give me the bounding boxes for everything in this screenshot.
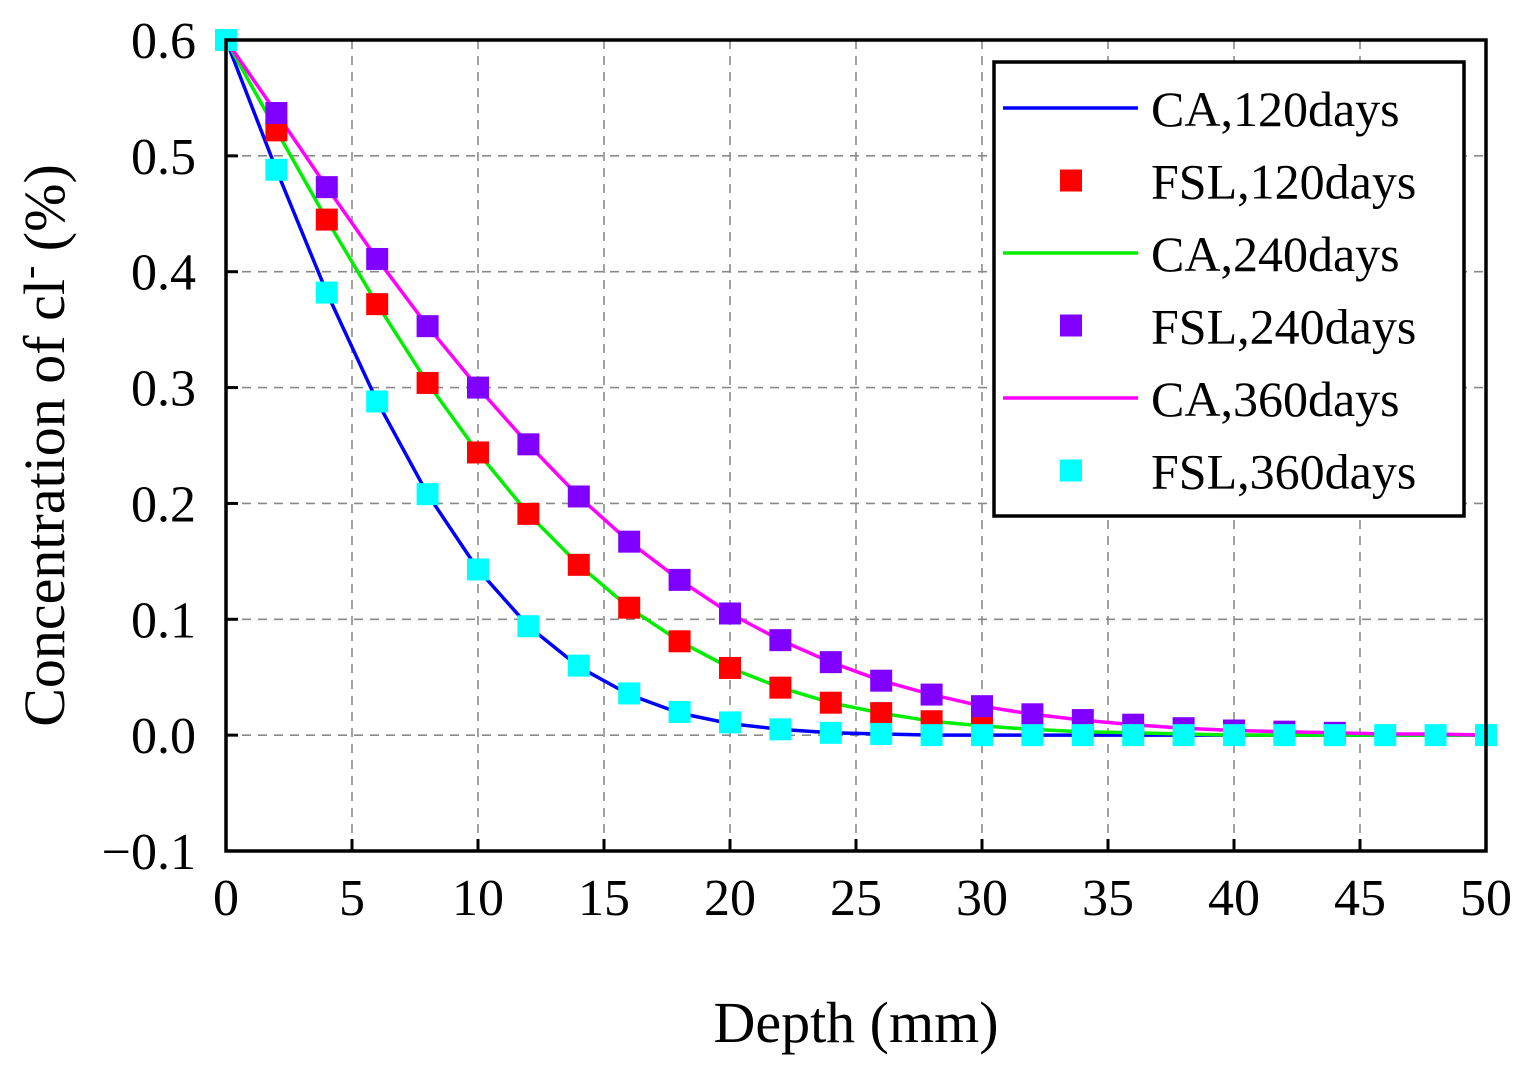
marker-fsl-120days-8 <box>668 630 691 653</box>
marker-fsl-120days-10 <box>769 676 792 699</box>
marker-fsl-240days-4 <box>467 376 489 399</box>
legend-box <box>992 60 1466 518</box>
legend-label-fsl-360days: FSL,360days <box>1151 444 1416 500</box>
y-axis-title-main: Concentration of cl <box>12 279 77 727</box>
marker-fsl-360days-22 <box>1323 724 1346 747</box>
x-tick-label-15: 15 <box>578 870 630 927</box>
y-tick-label-0-0: 0.0 <box>131 708 196 765</box>
marker-fsl-360days-21 <box>1273 724 1296 747</box>
x-tick-label-5: 5 <box>339 870 365 927</box>
y-tick-label-0-4: 0.4 <box>131 245 196 302</box>
marker-fsl-240days-9 <box>719 602 741 625</box>
marker-fsl-120days-9 <box>719 656 741 679</box>
marker-fsl-120days-3 <box>416 371 439 394</box>
x-tick-label-50: 50 <box>1460 870 1512 927</box>
marker-fsl-120days-5 <box>517 502 540 525</box>
marker-fsl-120days-0 <box>265 119 288 142</box>
marker-fsl-360days-8 <box>618 682 641 705</box>
x-tick-label-25: 25 <box>830 870 882 927</box>
marker-fsl-360days-4 <box>416 483 439 506</box>
marker-fsl-240days-1 <box>315 176 338 199</box>
legend: CA,120days FSL,120days CA,240days FSL,240da… <box>992 60 1466 518</box>
marker-fsl-360days-3 <box>366 390 389 413</box>
y-tick-label-0-3: 0.3 <box>131 361 196 418</box>
marker-fsl-360days-7 <box>567 654 590 677</box>
x-axis-title: Depth (mm) <box>713 990 998 1055</box>
marker-fsl-240days-14 <box>971 695 993 718</box>
marker-fsl-120days-6 <box>567 553 590 576</box>
legend-swatch-fsl-240days <box>1060 314 1082 337</box>
marker-fsl-360days-14 <box>920 724 943 747</box>
x-tick-labels: 0 5 10 15 20 25 30 35 40 45 50 <box>213 870 1512 927</box>
x-tick-label-0: 0 <box>213 870 239 927</box>
marker-fsl-240days-13 <box>920 683 943 706</box>
marker-fsl-120days-7 <box>618 596 641 619</box>
marker-fsl-360days-10 <box>719 711 741 734</box>
marker-fsl-240days-2 <box>366 247 389 270</box>
x-tick-label-30: 30 <box>956 870 1008 927</box>
marker-fsl-360days-24 <box>1424 724 1447 747</box>
axis-ticks <box>224 38 1488 853</box>
marker-fsl-360days-13 <box>870 722 893 745</box>
marker-fsl-120days-1 <box>315 208 338 231</box>
x-tick-label-45: 45 <box>1334 870 1386 927</box>
marker-fsl-120days-11 <box>819 691 842 714</box>
y-tick-label-0-6: 0.6 <box>131 13 196 70</box>
marker-fsl-360days-19 <box>1172 724 1195 747</box>
marker-fsl-240days-6 <box>567 485 590 508</box>
marker-fsl-360days-9 <box>668 700 691 723</box>
marker-fsl-240days-10 <box>769 629 792 652</box>
marker-fsl-360days-11 <box>769 718 792 741</box>
marker-fsl-120days-4 <box>467 441 489 464</box>
y-tick-label-0-2: 0.2 <box>131 476 196 533</box>
legend-label-ca-120days: CA,120days <box>1151 81 1400 137</box>
marker-fsl-240days-15 <box>1021 703 1044 726</box>
marker-fsl-360days-12 <box>819 721 842 744</box>
marker-fsl-240days-7 <box>618 530 641 553</box>
legend-swatch-fsl-120days <box>1060 169 1082 192</box>
legend-label-fsl-120days: FSL,120days <box>1151 154 1416 210</box>
y-axis-title: Concentration of cl- (%) <box>6 164 77 727</box>
marker-fsl-360days-2 <box>315 281 338 304</box>
x-tick-label-10: 10 <box>452 870 504 927</box>
x-tick-label-35: 35 <box>1082 870 1134 927</box>
legend-swatch-fsl-360days <box>1060 459 1082 482</box>
marker-fsl-240days-11 <box>819 651 842 674</box>
x-tick-label-40: 40 <box>1208 870 1260 927</box>
y-tick-label-0-1: 0.1 <box>131 592 196 649</box>
y-axis-title-superscript: - <box>6 266 51 279</box>
legend-label-fsl-240days: FSL,240days <box>1151 299 1416 355</box>
legend-label-ca-240days: CA,240days <box>1151 226 1400 282</box>
y-tick-label-0-1: −0.1 <box>102 824 196 881</box>
x-tick-label-20: 20 <box>704 870 756 927</box>
marker-fsl-360days-5 <box>467 558 489 581</box>
legend-label-ca-360days: CA,360days <box>1151 371 1400 427</box>
marker-fsl-360days-1 <box>265 158 288 181</box>
y-tick-labels: −0.1 0.0 0.1 0.2 0.3 0.4 0.5 0.6 <box>102 13 196 881</box>
marker-fsl-360days-16 <box>1021 724 1044 747</box>
y-tick-label-0-5: 0.5 <box>131 129 196 186</box>
marker-fsl-360days-18 <box>1122 724 1145 747</box>
marker-fsl-360days-17 <box>1071 724 1094 747</box>
series-markers <box>215 29 1497 747</box>
marker-fsl-360days-15 <box>971 724 993 747</box>
y-axis-title-tail: (%) <box>12 164 77 265</box>
marker-fsl-240days-8 <box>668 568 691 591</box>
marker-fsl-240days-0 <box>265 101 288 124</box>
marker-fsl-240days-5 <box>517 433 540 456</box>
marker-fsl-120days-12 <box>870 702 893 725</box>
marker-fsl-360days-23 <box>1374 724 1397 747</box>
marker-fsl-360days-6 <box>517 615 540 638</box>
marker-fsl-120days-2 <box>366 293 389 316</box>
marker-fsl-360days-20 <box>1223 724 1245 747</box>
marker-fsl-240days-12 <box>870 669 893 692</box>
marker-fsl-240days-3 <box>416 315 439 338</box>
